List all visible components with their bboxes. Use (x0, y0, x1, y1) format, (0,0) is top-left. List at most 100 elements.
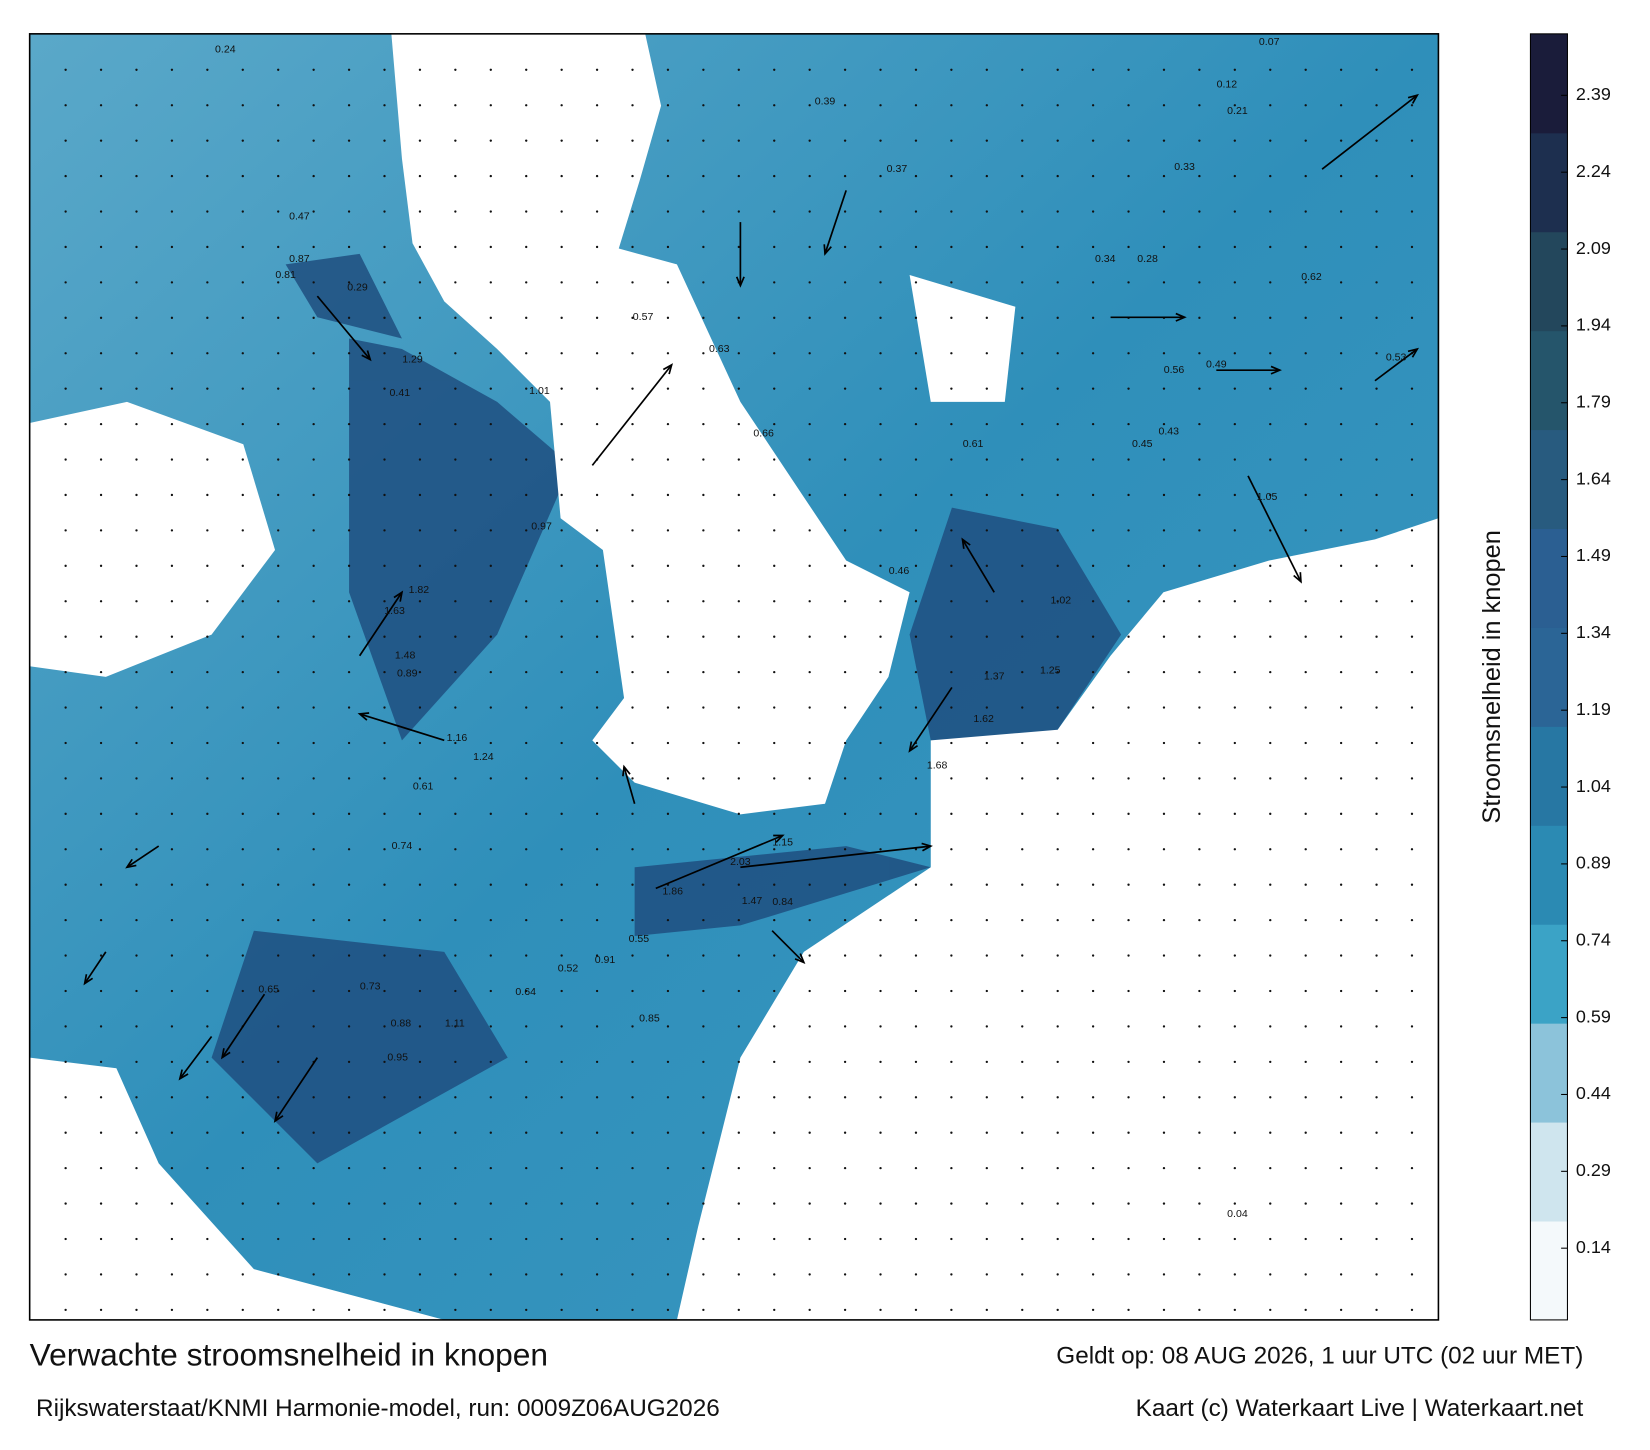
grid-dot (879, 670, 882, 674)
grid-dot (454, 210, 457, 213)
grid-dot (312, 174, 315, 178)
grid-dot (773, 422, 776, 426)
grid-dot (914, 422, 918, 426)
grid-dot (843, 1166, 847, 1170)
arrow-head (393, 590, 404, 602)
grid-dot (1339, 600, 1343, 603)
grid-dot (383, 281, 386, 284)
grid-dot (595, 777, 599, 780)
grid-dot (1375, 883, 1378, 886)
grid-dot (64, 1237, 67, 1241)
grid-dot (631, 422, 634, 426)
grid-dot (1021, 352, 1024, 355)
grid-dot (1233, 1166, 1236, 1170)
speed-label: 1.29 (402, 353, 423, 365)
grid-dot (631, 1308, 634, 1312)
grid-dot (418, 670, 422, 674)
grid-dot (560, 777, 563, 780)
grid-dot (702, 1131, 705, 1134)
grid-dot (1091, 670, 1095, 674)
grid-dot (1410, 1308, 1414, 1312)
grid-dot (666, 1237, 670, 1241)
grid-dot (383, 777, 386, 780)
grid-dot (489, 918, 492, 922)
grid-dot (206, 670, 209, 674)
grid-dot (489, 1166, 492, 1170)
grid-dot (206, 352, 209, 355)
grid-dot (241, 1096, 244, 1099)
grid-dot (560, 281, 563, 284)
grid-dot (1375, 493, 1378, 497)
grid-dot (277, 281, 280, 284)
grid-dot (1021, 670, 1024, 674)
grid-dot (595, 1273, 599, 1276)
grid-dot (418, 1237, 422, 1241)
grid-dot (64, 352, 67, 355)
grid-dot (914, 139, 918, 142)
grid-dot (1056, 281, 1059, 284)
grid-dot (702, 706, 705, 709)
grid-dot (489, 1131, 492, 1134)
grid-dot (666, 281, 670, 284)
grid-dot (1021, 281, 1024, 284)
speed-label: 0.84 (772, 896, 793, 908)
grid-dot (99, 1096, 103, 1099)
grid-dot (418, 352, 422, 355)
grid-dot (1056, 635, 1059, 638)
grid-dot (985, 600, 988, 603)
grid-dot (454, 352, 457, 355)
grid-dot (135, 741, 138, 745)
grid-dot (312, 1166, 315, 1170)
grid-dot (737, 706, 740, 709)
grid-dot (418, 1060, 422, 1064)
grid-dot (241, 600, 244, 603)
grid-dot (1410, 387, 1414, 390)
grid-dot (737, 918, 740, 922)
grid-dot (1198, 68, 1201, 71)
grid-dot (170, 1166, 174, 1170)
grid-dot (595, 848, 599, 851)
grid-dot (454, 529, 457, 532)
grid-dot (170, 68, 174, 71)
grid-dot (595, 670, 599, 674)
grid-dot (808, 564, 811, 567)
grid-dot (737, 848, 740, 851)
grid-dot (631, 600, 634, 603)
speed-label: 1.16 (447, 732, 468, 744)
grid-dot (808, 458, 811, 461)
grid-dot (808, 1060, 811, 1064)
grid-dot (1375, 777, 1378, 780)
grid-dot (631, 316, 634, 319)
grid-dot (312, 812, 315, 816)
grid-dot (666, 670, 670, 674)
grid-dot (99, 848, 103, 851)
grid-dot (773, 812, 776, 816)
grid-dot (1021, 210, 1024, 213)
grid-dot (135, 493, 138, 497)
speed-label: 1.15 (772, 837, 793, 849)
grid-dot (1021, 104, 1024, 107)
grid-dot (950, 1273, 953, 1276)
grid-dot (1375, 458, 1378, 461)
grid-dot (1269, 1060, 1272, 1064)
grid-dot (383, 635, 386, 638)
grid-dot (1056, 493, 1059, 497)
arrow-head (961, 537, 971, 549)
grid-dot (1198, 1025, 1201, 1028)
arrow-head (622, 764, 631, 777)
map-area: 0.240.810.870.470.291.290.41 1.010.971.82… (29, 33, 1439, 1320)
grid-dot (1339, 741, 1343, 745)
grid-dot (1233, 777, 1236, 780)
grid-dot (1339, 1096, 1343, 1099)
grid-dot (950, 635, 953, 638)
arrow-head (220, 1048, 231, 1060)
grid-dot (1162, 210, 1166, 213)
grid-dot (241, 1166, 244, 1170)
arrow-shaft (358, 591, 403, 657)
grid-dot (631, 564, 634, 567)
grid-dot (347, 989, 351, 993)
grid-dot (914, 918, 918, 922)
grid-dot (1304, 245, 1307, 249)
grid-dot (1091, 954, 1095, 957)
grid-dot (808, 848, 811, 851)
